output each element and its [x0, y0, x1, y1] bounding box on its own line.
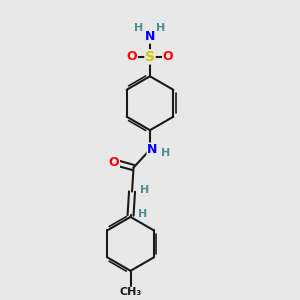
Text: H: H — [139, 209, 148, 219]
Text: N: N — [145, 30, 155, 43]
Text: S: S — [145, 50, 155, 64]
Text: H: H — [134, 23, 143, 33]
Text: O: O — [163, 50, 173, 63]
Text: H: H — [161, 148, 170, 158]
Text: O: O — [109, 156, 119, 169]
Text: H: H — [140, 185, 149, 195]
Text: N: N — [147, 143, 158, 156]
Text: O: O — [127, 50, 137, 63]
Text: H: H — [156, 23, 165, 33]
Text: CH₃: CH₃ — [119, 287, 142, 297]
